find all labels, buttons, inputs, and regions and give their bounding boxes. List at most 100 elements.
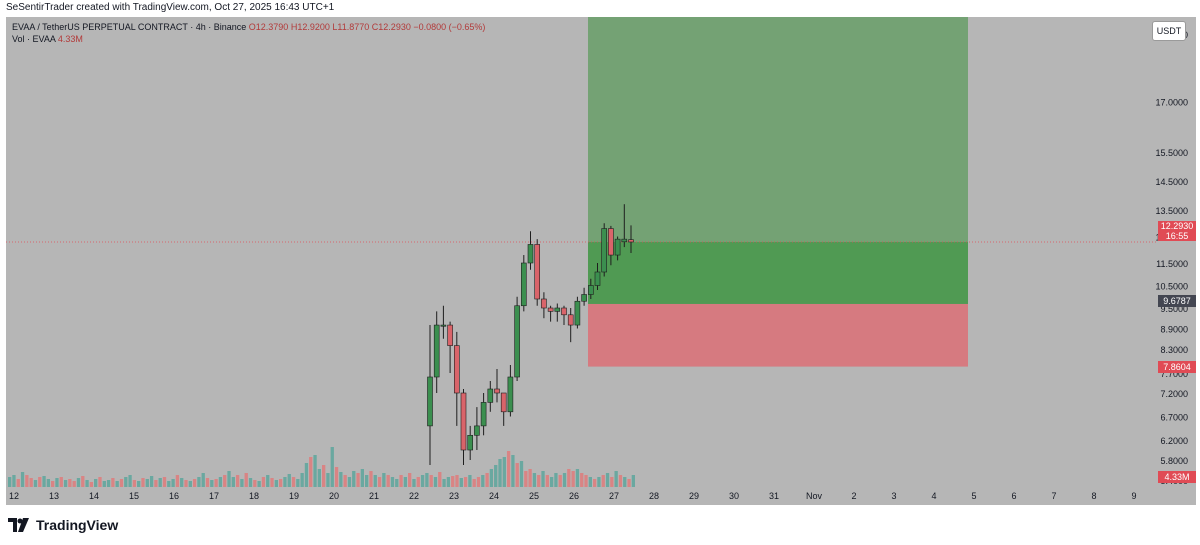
price-axis-label: 8.3000 — [1160, 345, 1188, 355]
volume-bar — [489, 469, 494, 487]
volume-bar — [188, 481, 192, 487]
volume-bar — [365, 475, 369, 487]
volume-bar — [124, 477, 128, 487]
time-axis-label: 26 — [569, 491, 579, 501]
volume-bar — [597, 477, 601, 487]
volume-bar — [33, 480, 38, 487]
tradingview-logo[interactable]: TradingView — [8, 516, 118, 534]
volume-bar — [149, 476, 154, 487]
time-axis-label: 5 — [971, 491, 976, 501]
volume-bar — [119, 479, 124, 487]
volume-bar — [201, 473, 205, 487]
price-axis-label: 6.7000 — [1160, 413, 1188, 423]
change-value: −0.0800 (−0.65%) — [413, 22, 486, 32]
candle-body — [514, 305, 520, 378]
volume-bar — [300, 473, 304, 487]
price-axis-label: 10.5000 — [1155, 282, 1188, 292]
volume-bar — [446, 477, 451, 487]
candle-body — [460, 392, 467, 451]
time-axis-label: 25 — [529, 491, 539, 501]
volume-bar — [94, 479, 98, 487]
volume-bar — [192, 479, 197, 487]
volume-bar — [343, 475, 347, 487]
stop-price-tag: 7.8604 — [1158, 361, 1196, 373]
candle-body — [601, 228, 608, 273]
volume-bar — [425, 473, 429, 487]
chart-canvas[interactable]: 21.000019.000017.000015.500014.500013.50… — [6, 17, 1196, 505]
volume-bar — [330, 447, 334, 487]
volume-bar — [352, 471, 356, 487]
volume-bar — [476, 477, 481, 487]
volume-bar — [68, 479, 72, 487]
volume-bar — [610, 477, 614, 487]
volume-bar — [38, 477, 42, 487]
volume-bar — [313, 455, 317, 487]
volume-bar — [326, 473, 330, 487]
volume-label: Vol · EVAA — [12, 34, 56, 44]
volume-bar — [81, 476, 85, 487]
volume-bar — [167, 481, 171, 487]
volume-bar — [558, 475, 562, 487]
volume-bar — [412, 479, 416, 487]
time-axis-label: 7 — [1051, 491, 1056, 501]
volume-bar — [390, 477, 395, 487]
volume-bar — [519, 461, 524, 487]
volume-bar — [395, 479, 399, 487]
price-axis-label: 7.7000 — [1160, 369, 1188, 379]
volume-bar — [498, 459, 502, 487]
volume-bar — [317, 469, 321, 487]
volume-bar — [16, 479, 20, 487]
volume-bar — [304, 463, 309, 487]
candle-body — [500, 392, 507, 413]
volume-bar — [205, 478, 210, 487]
price-axis-label: 5.8000 — [1160, 456, 1188, 466]
volume-bar — [322, 465, 326, 487]
volume-bar — [29, 478, 33, 487]
volume-bar — [270, 478, 274, 487]
time-axis-label: 17 — [209, 491, 219, 501]
price-axis-label: 15.5000 — [1155, 148, 1188, 158]
chart-area[interactable]: 21.000019.000017.000015.500014.500013.50… — [6, 17, 1196, 505]
volume-bar — [588, 477, 592, 487]
time-axis-label: 14 — [89, 491, 99, 501]
volume-bar — [128, 475, 132, 487]
volume-bar — [59, 477, 63, 487]
volume-bar — [494, 465, 498, 487]
volume-bar — [575, 469, 580, 487]
volume-bar — [433, 477, 438, 487]
volume-bar — [549, 477, 554, 487]
volume-bar — [429, 475, 433, 487]
volume-bar — [382, 473, 386, 487]
volume-bar — [51, 481, 55, 487]
volume-bar — [605, 473, 610, 487]
time-axis-label: 3 — [891, 491, 896, 501]
volume-bar — [278, 479, 283, 487]
price-axis-label: 6.2000 — [1160, 436, 1188, 446]
time-axis-label: 27 — [609, 491, 619, 501]
candle-body — [567, 314, 574, 326]
volume-bar — [20, 472, 25, 487]
volume-bar — [55, 478, 59, 487]
volume-bar — [106, 480, 111, 487]
volume-bar — [623, 477, 627, 487]
volume-bar — [386, 475, 390, 487]
volume-bar — [567, 469, 571, 487]
candle-body — [534, 244, 541, 300]
currency-badge[interactable]: USDT — [1152, 21, 1186, 41]
volume-bar — [175, 475, 180, 487]
volume-bar — [46, 479, 51, 487]
volume-bar — [145, 479, 149, 487]
price-axis-label: 13.5000 — [1155, 206, 1188, 216]
volume-bar — [283, 477, 287, 487]
volume-bar — [227, 471, 231, 487]
candle-body — [467, 434, 474, 451]
time-axis-label: 23 — [449, 491, 459, 501]
volume-bar — [72, 481, 76, 487]
time-axis-label: 22 — [409, 491, 419, 501]
candle-body — [621, 238, 628, 243]
price-axis-label: 11.5000 — [1156, 259, 1188, 269]
volume-bar — [562, 473, 567, 487]
volume-bar — [537, 475, 541, 487]
stop-zone — [588, 303, 968, 367]
volume-bar — [25, 475, 29, 487]
